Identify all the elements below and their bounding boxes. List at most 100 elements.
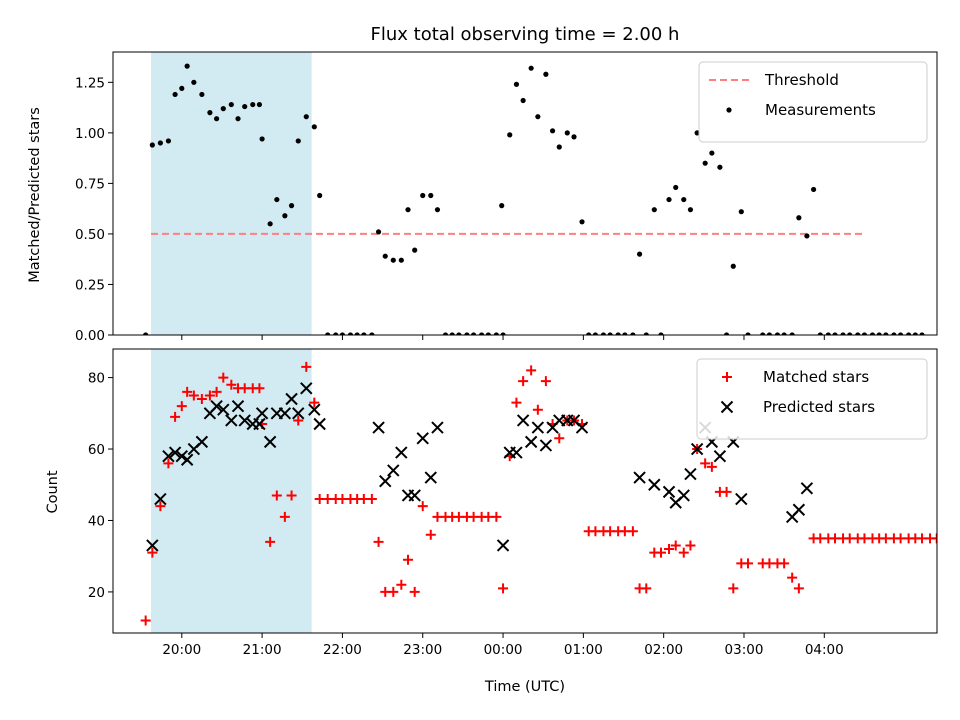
measurement-point	[347, 332, 354, 335]
x-axis-label: Time (UTC)	[484, 679, 565, 695]
measurement-point	[673, 184, 679, 191]
measurement-point	[919, 332, 925, 335]
legend-label: Matched stars	[763, 368, 869, 386]
measurement-point	[643, 332, 649, 335]
top-data-layer	[143, 63, 925, 335]
predicted-star-point	[154, 492, 167, 506]
measurement-point	[311, 124, 317, 130]
matched-star-point	[140, 615, 151, 626]
predicted-star-point	[496, 539, 510, 552]
measurement-point	[172, 91, 178, 98]
matched-star-point	[373, 536, 384, 547]
measurement-point	[390, 257, 396, 263]
measurement-point	[382, 253, 388, 259]
measurement-point	[405, 207, 411, 213]
matched-star-point	[417, 501, 428, 512]
measurement-point	[412, 247, 418, 253]
predicted-star-point	[195, 435, 209, 449]
top-y-tick-label: 0.25	[75, 277, 105, 293]
measurement-point	[250, 101, 256, 108]
measurement-point	[745, 332, 751, 335]
measurement-point	[485, 332, 491, 335]
bottom-axes-frame	[112, 348, 938, 634]
predicted-star-point	[713, 449, 727, 463]
measurement-point	[891, 332, 897, 335]
measurement-point	[288, 203, 295, 209]
predicted-star-point	[231, 399, 245, 413]
predicted-star-point	[735, 492, 748, 506]
predicted-star-point	[217, 403, 230, 416]
matched-star-point	[742, 558, 753, 569]
measurement-point	[179, 85, 185, 91]
measurement-point	[855, 332, 861, 335]
predicted-star-point	[516, 414, 530, 427]
x-tick-label: 02:00	[644, 642, 683, 658]
matched-star-point	[265, 536, 276, 547]
measurement-point	[723, 332, 730, 335]
measurement-point	[840, 332, 846, 335]
matched-star-point	[540, 376, 551, 387]
predicted-star-point	[395, 446, 408, 459]
measurement-point	[615, 332, 621, 335]
measurement-point	[303, 114, 309, 120]
predicted-star-point	[662, 485, 676, 499]
predicted-star-point	[539, 439, 553, 452]
measurement-point	[906, 332, 912, 335]
measurement-point	[636, 251, 643, 257]
measurement-point	[184, 63, 190, 69]
predicted-star-point	[372, 421, 385, 434]
measurement-point	[456, 332, 462, 335]
matched-star-point	[188, 390, 199, 401]
measurement-point	[143, 332, 149, 335]
measurement-point	[607, 332, 613, 335]
measurement-point	[442, 332, 449, 335]
measurement-point	[282, 213, 288, 219]
measurement-point	[428, 192, 434, 199]
predicted-star-point	[168, 446, 182, 459]
x-tick-label: 22:00	[323, 642, 362, 658]
predicted-star-point	[792, 503, 806, 516]
measurement-point	[651, 207, 657, 213]
measurement-point	[876, 332, 882, 335]
measurement-point	[242, 103, 248, 110]
measurement-point	[730, 263, 736, 269]
top-y-tick-label: 1.00	[75, 126, 105, 142]
measurement-point	[493, 332, 499, 335]
matched-star-point	[532, 404, 543, 415]
measurement-point	[804, 233, 810, 239]
measurement-point	[766, 332, 773, 335]
predicted-star-point	[690, 442, 704, 456]
measurement-point	[199, 91, 205, 98]
predicted-star-point	[238, 414, 251, 427]
bottom-y-tick-label: 20	[88, 585, 105, 601]
matched-star-point	[254, 383, 265, 394]
predicted-star-point	[210, 399, 223, 413]
measurement-point	[528, 65, 534, 71]
matched-star-point	[425, 529, 436, 540]
matched-star-point	[670, 540, 681, 551]
predicted-star-point	[524, 435, 538, 449]
matched-star-point	[511, 397, 522, 408]
matched-star-point	[685, 540, 696, 551]
matched-star-point	[554, 433, 565, 444]
legend-label: Predicted stars	[763, 398, 875, 416]
measurement-point	[586, 332, 592, 335]
matched-star-point	[728, 583, 739, 594]
matched-star-point	[211, 386, 222, 397]
measurement-point	[235, 116, 241, 122]
predicted-star-point	[253, 417, 266, 431]
matched-star-point	[706, 461, 717, 472]
measurement-point	[434, 207, 441, 213]
predicted-star-point	[175, 449, 189, 463]
predicted-star-point	[313, 417, 326, 431]
measurement-point	[339, 332, 346, 335]
measurement-point	[513, 81, 520, 87]
matched-star-point	[286, 490, 297, 501]
matched-star-point	[226, 379, 237, 390]
measurement-point	[774, 332, 781, 335]
measurement-point	[449, 332, 455, 335]
predicted-star-point	[648, 478, 661, 491]
matched-star-point	[147, 547, 158, 558]
measurement-point	[375, 229, 382, 235]
predicted-star-point	[225, 414, 238, 427]
